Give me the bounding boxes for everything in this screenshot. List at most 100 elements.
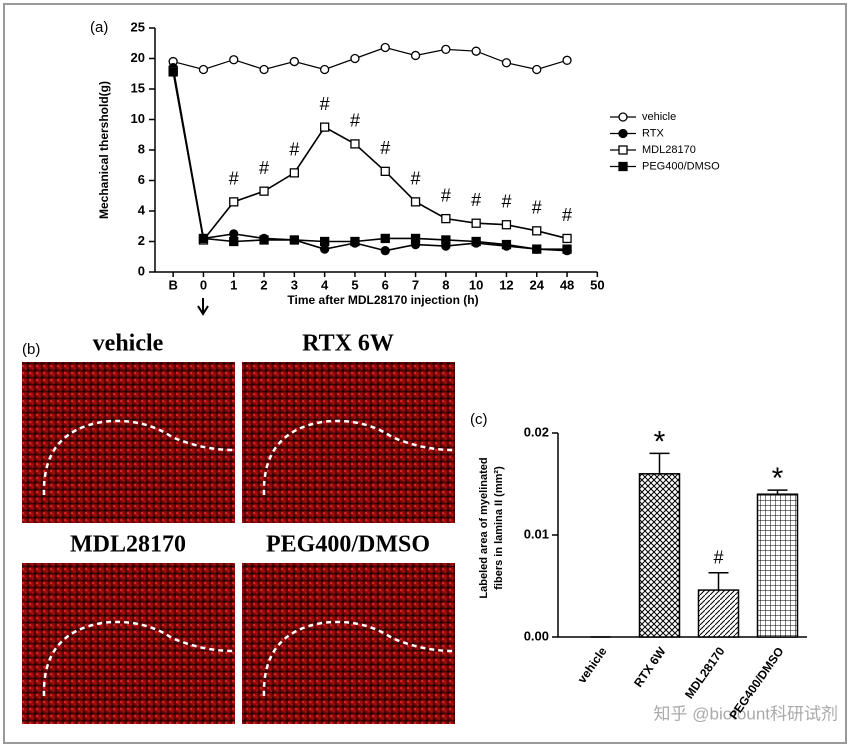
point bbox=[289, 56, 300, 67]
x-tick-label: 5 bbox=[351, 277, 358, 292]
point bbox=[289, 235, 300, 245]
x-tick-label: 50 bbox=[590, 277, 604, 292]
legend-label: MDL28170 bbox=[642, 144, 696, 156]
point bbox=[410, 197, 421, 207]
annotation: # bbox=[380, 138, 390, 158]
panel-label: (a) bbox=[90, 19, 108, 36]
point bbox=[229, 55, 239, 65]
point bbox=[380, 166, 390, 177]
legend-marker bbox=[618, 112, 628, 122]
bar bbox=[697, 589, 740, 638]
annotation: # bbox=[501, 191, 511, 211]
lamina-boundary bbox=[42, 620, 235, 697]
error-bar bbox=[767, 489, 788, 495]
point bbox=[471, 236, 481, 247]
y-tick-label: 15 bbox=[131, 80, 145, 95]
image-label: RTX 6W bbox=[302, 331, 394, 357]
legend-marker bbox=[618, 161, 628, 172]
lamina-boundary bbox=[42, 419, 235, 496]
point bbox=[441, 213, 451, 224]
x-tick-label: vehicle bbox=[575, 644, 610, 686]
point bbox=[350, 236, 360, 247]
y-axis-label: Labeled area of myelinated bbox=[478, 457, 490, 598]
series-line bbox=[172, 70, 568, 242]
point bbox=[532, 244, 542, 254]
image-label: PEG400/DMSO bbox=[266, 532, 430, 558]
point bbox=[532, 226, 542, 236]
x-tick-label: 0 bbox=[200, 277, 207, 292]
error-bar bbox=[708, 571, 729, 591]
annotation: # bbox=[320, 94, 330, 114]
x-tick-label: 12 bbox=[499, 277, 513, 292]
point bbox=[350, 139, 360, 149]
point bbox=[229, 229, 239, 239]
watermark: 知乎 @biofount科研试剂 bbox=[654, 704, 838, 723]
legend-label: PEG400/DMSO bbox=[642, 160, 720, 172]
y-tick-label: 4 bbox=[138, 202, 146, 217]
point bbox=[350, 53, 360, 64]
point bbox=[229, 197, 239, 207]
annotation: # bbox=[471, 190, 481, 210]
lamina-boundary bbox=[262, 419, 455, 496]
lamina-boundary bbox=[262, 620, 455, 697]
annotation: # bbox=[441, 185, 451, 205]
point bbox=[562, 244, 572, 254]
point bbox=[319, 64, 330, 75]
x-tick-label: B bbox=[168, 277, 177, 292]
legend-label: vehicle bbox=[642, 111, 676, 123]
annotation: # bbox=[411, 169, 421, 189]
point bbox=[532, 64, 542, 75]
x-axis-label: Time after MDL28170 injection (h) bbox=[287, 293, 478, 307]
point bbox=[562, 233, 572, 244]
annotation: # bbox=[532, 198, 542, 218]
point bbox=[471, 46, 481, 56]
point bbox=[562, 55, 572, 65]
point bbox=[410, 50, 421, 61]
series-line bbox=[172, 46, 568, 71]
panel-label: (c) bbox=[470, 411, 488, 428]
point bbox=[471, 218, 481, 228]
point bbox=[441, 235, 451, 245]
micrograph bbox=[22, 362, 235, 523]
y-tick-label: 8 bbox=[138, 141, 145, 156]
y-tick-label: 10 bbox=[131, 111, 145, 126]
annotation: # bbox=[562, 205, 572, 225]
x-tick-label: 3 bbox=[291, 277, 298, 292]
x-tick-label: 2 bbox=[260, 277, 267, 292]
point bbox=[319, 122, 330, 132]
y-tick-label: 20 bbox=[131, 50, 145, 65]
frame bbox=[3, 3, 847, 744]
image-label: vehicle bbox=[93, 331, 164, 357]
x-tick-label: 8 bbox=[442, 277, 449, 292]
y-tick-label: 6 bbox=[138, 172, 145, 187]
annotation: # bbox=[713, 547, 723, 567]
series-line bbox=[172, 71, 568, 250]
y-tick-label: 0.00 bbox=[524, 628, 549, 643]
x-tick-label: 10 bbox=[469, 277, 483, 292]
x-tick-label: 7 bbox=[412, 277, 419, 292]
annotation: # bbox=[350, 111, 360, 131]
panel-label: (b) bbox=[22, 341, 40, 358]
point bbox=[168, 67, 178, 77]
injection-arrow bbox=[197, 298, 209, 316]
annotation: * bbox=[654, 425, 666, 458]
micrograph bbox=[22, 563, 235, 724]
point bbox=[198, 233, 209, 244]
point bbox=[501, 58, 512, 68]
y-tick-label: 2 bbox=[138, 233, 145, 248]
point bbox=[441, 44, 451, 54]
series-line bbox=[172, 67, 568, 252]
x-tick-label: 4 bbox=[321, 277, 329, 292]
x-tick-label: 6 bbox=[382, 277, 389, 292]
micrograph bbox=[242, 563, 455, 724]
point bbox=[410, 233, 421, 244]
bar bbox=[756, 493, 799, 638]
legend-marker bbox=[618, 128, 628, 139]
x-tick-label: 48 bbox=[560, 277, 574, 292]
annotation: # bbox=[259, 158, 269, 178]
point bbox=[380, 233, 390, 244]
legend-label: RTX bbox=[642, 127, 664, 139]
point bbox=[319, 244, 330, 254]
point bbox=[198, 64, 209, 75]
